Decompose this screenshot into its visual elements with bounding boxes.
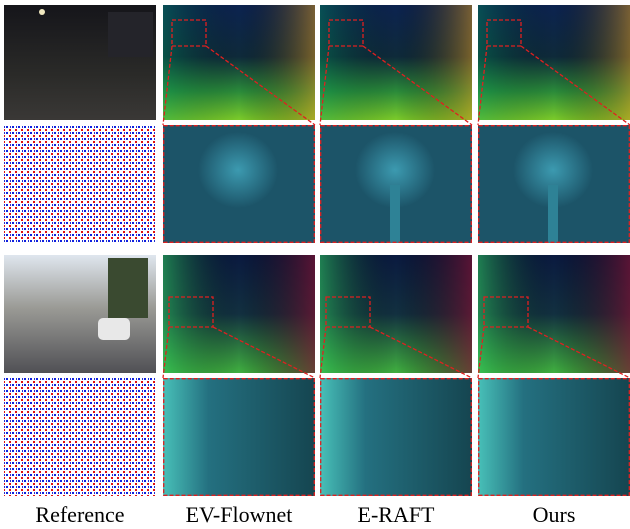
column-label: Ours (533, 502, 576, 527)
reference-events (4, 125, 156, 243)
building (108, 12, 153, 57)
zoom-image (320, 378, 472, 496)
zoom-stem (548, 185, 558, 243)
flow-overlay (320, 5, 472, 120)
zoom-image (163, 378, 315, 496)
column-label: Reference (35, 502, 124, 527)
flow-overlay (163, 255, 315, 373)
figure: Reference EV-Flownet E-RAFT Ours (0, 0, 630, 529)
labels: Reference EV-Flownet E-RAFT Ours (35, 502, 575, 527)
column-label: EV-Flownet (186, 502, 293, 527)
flow-overlay (478, 255, 630, 373)
zoom-blob (198, 132, 278, 208)
flow-overlay (320, 255, 472, 373)
reference-events (4, 378, 156, 496)
zoom-stem (390, 185, 400, 243)
car (98, 318, 130, 340)
flow-overlay (163, 5, 315, 120)
panels (4, 5, 630, 496)
zoom-image (478, 378, 630, 496)
street-light (39, 9, 45, 15)
column-label: E-RAFT (358, 502, 436, 527)
trees (108, 258, 148, 318)
flow-overlay (478, 5, 630, 120)
